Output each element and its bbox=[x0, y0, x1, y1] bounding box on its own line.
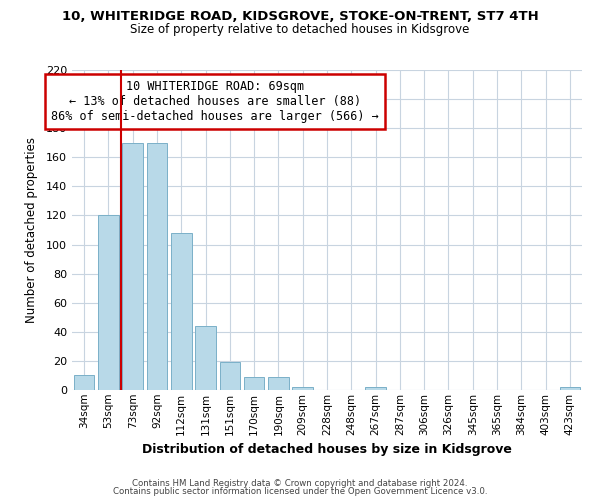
Y-axis label: Number of detached properties: Number of detached properties bbox=[25, 137, 38, 323]
Bar bbox=[220, 362, 240, 390]
X-axis label: Distribution of detached houses by size in Kidsgrove: Distribution of detached houses by size … bbox=[142, 443, 512, 456]
Text: Size of property relative to detached houses in Kidsgrove: Size of property relative to detached ho… bbox=[130, 22, 470, 36]
Bar bbox=[365, 387, 386, 390]
Bar bbox=[244, 377, 265, 390]
Bar bbox=[74, 376, 94, 390]
Bar bbox=[122, 142, 143, 390]
Bar bbox=[268, 377, 289, 390]
Text: 10 WHITERIDGE ROAD: 69sqm
← 13% of detached houses are smaller (88)
86% of semi-: 10 WHITERIDGE ROAD: 69sqm ← 13% of detac… bbox=[51, 80, 379, 122]
Bar bbox=[146, 142, 167, 390]
Text: Contains HM Land Registry data © Crown copyright and database right 2024.: Contains HM Land Registry data © Crown c… bbox=[132, 478, 468, 488]
Text: 10, WHITERIDGE ROAD, KIDSGROVE, STOKE-ON-TRENT, ST7 4TH: 10, WHITERIDGE ROAD, KIDSGROVE, STOKE-ON… bbox=[62, 10, 538, 23]
Bar bbox=[560, 387, 580, 390]
Bar bbox=[98, 216, 119, 390]
Text: Contains public sector information licensed under the Open Government Licence v3: Contains public sector information licen… bbox=[113, 487, 487, 496]
Bar bbox=[292, 387, 313, 390]
Bar bbox=[171, 233, 191, 390]
Bar bbox=[195, 326, 216, 390]
